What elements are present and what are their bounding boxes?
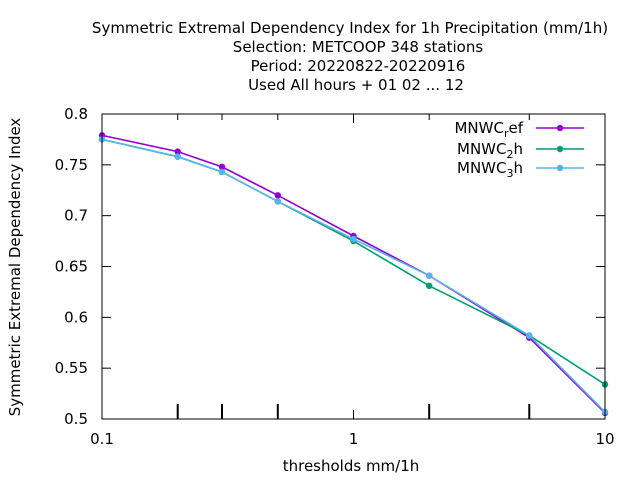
data-point xyxy=(526,332,533,339)
data-point xyxy=(426,282,433,290)
y-tick-label: 0.65 xyxy=(55,258,88,276)
y-tick-label: 0.6 xyxy=(64,308,88,326)
legend-label-tail: h xyxy=(513,159,523,177)
title-line-1: Symmetric Extremal Dependency Index for … xyxy=(92,19,608,37)
y-tick-label: 0.75 xyxy=(55,156,88,174)
series-line xyxy=(101,138,606,413)
series-mnwc-3h xyxy=(98,136,609,416)
y-tick-label: 0.5 xyxy=(64,410,88,428)
legend-entry: MNWCref xyxy=(454,119,584,140)
chart-title: Symmetric Extremal Dependency Index for … xyxy=(92,19,608,94)
legend-swatch-point xyxy=(556,124,564,132)
title-line-2: Selection: METCOOP 348 stations xyxy=(233,38,484,56)
data-point xyxy=(174,148,181,155)
x-tick-label: 1 xyxy=(349,430,359,448)
y-tick-label: 0.8 xyxy=(64,105,88,123)
data-point xyxy=(218,163,226,171)
y-axis-label: Symmetric Extremal Dependency Index xyxy=(6,118,24,417)
legend-label-main: MNWC xyxy=(454,119,503,137)
series-mnwc-ref xyxy=(98,132,609,417)
legend-label-main: MNWC xyxy=(457,159,506,177)
x-axis-ticks: 0.1 1 10 xyxy=(90,114,615,448)
data-point xyxy=(350,235,357,243)
legend-label-tail: h xyxy=(513,140,523,158)
data-point xyxy=(218,168,226,176)
legend-entry: MNWC2h xyxy=(457,140,584,161)
legend-label: MNWCref xyxy=(454,119,523,140)
legend-label-subscript: r xyxy=(504,127,509,140)
plot-frame xyxy=(101,113,606,420)
series-mnwc-2h xyxy=(98,136,609,388)
series-line xyxy=(101,138,606,386)
data-point xyxy=(174,153,181,160)
y-tick-label: 0.55 xyxy=(55,359,88,377)
legend-swatch-point xyxy=(556,164,564,172)
x-axis-label: thresholds mm/1h xyxy=(283,457,420,475)
x-tick-label: 10 xyxy=(595,430,614,448)
x-tick-label: 0.1 xyxy=(90,430,114,448)
series-line xyxy=(101,134,606,414)
legend-label-tail: ef xyxy=(508,119,523,137)
legend-label: MNWC3h xyxy=(457,159,523,180)
plot-series xyxy=(98,132,609,417)
y-tick-label: 0.7 xyxy=(64,207,88,225)
legend-label-main: MNWC xyxy=(457,140,506,158)
title-line-4: Used All hours + 01 02 ... 12 xyxy=(248,76,464,94)
legend-label-subscript: 2 xyxy=(506,148,513,161)
data-point xyxy=(274,192,281,199)
legend-entry: MNWC3h xyxy=(457,159,584,180)
legend-label: MNWC2h xyxy=(457,140,523,161)
title-line-3: Period: 20220822-20220916 xyxy=(251,57,466,75)
data-point xyxy=(274,198,281,205)
legend-swatch-point xyxy=(556,145,564,153)
legend-label-subscript: 3 xyxy=(506,167,513,180)
data-point xyxy=(426,272,433,279)
